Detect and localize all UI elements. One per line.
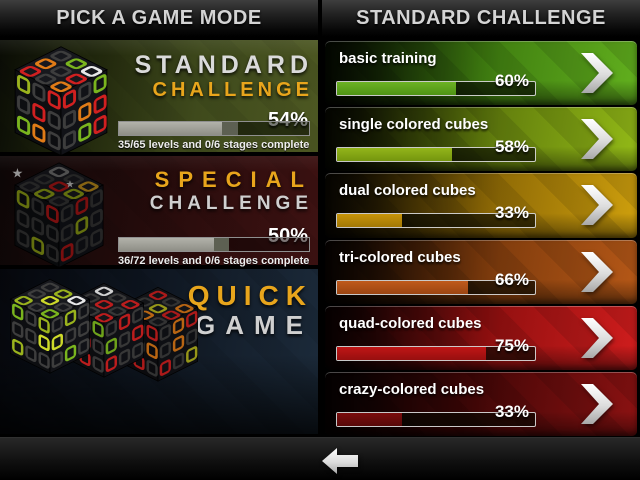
mode-title-line2: GAME bbox=[195, 310, 313, 341]
challenge-label: single colored cubes bbox=[339, 116, 489, 134]
mode-title: STANDARD CHALLENGE bbox=[135, 52, 313, 101]
progress-percent: 33% bbox=[494, 203, 529, 223]
progress-fill bbox=[337, 280, 468, 294]
mode-progress-detail: 36/72 levels and 0/6 stages complete bbox=[118, 255, 310, 267]
progress-bar bbox=[336, 81, 536, 96]
rubik-cube-art bbox=[6, 277, 94, 377]
mode-standard-challenge[interactable]: STANDARD CHALLENGE 54% 35/65 levels and … bbox=[0, 40, 318, 157]
challenge-label: quad-colored cubes bbox=[339, 314, 482, 332]
mode-progress-bar bbox=[118, 237, 310, 252]
mode-title: QUICK GAME bbox=[188, 281, 313, 340]
back-arrow-icon[interactable] bbox=[322, 448, 358, 474]
progress-percent: 75% bbox=[494, 335, 529, 355]
challenge-item-single-colored[interactable]: single colored cubes 58% bbox=[325, 107, 637, 172]
mode-title-line2: CHALLENGE bbox=[152, 79, 313, 102]
svg-text:★: ★ bbox=[12, 166, 24, 181]
svg-text:★: ★ bbox=[66, 179, 75, 190]
progress-fill bbox=[337, 412, 403, 426]
chevron-right-icon[interactable] bbox=[581, 185, 615, 226]
progress-percent: 33% bbox=[494, 401, 529, 421]
chevron-right-icon[interactable] bbox=[581, 251, 615, 292]
challenge-label: basic training bbox=[339, 50, 437, 67]
mode-title-line1: QUICK bbox=[187, 280, 313, 311]
mode-title-line1: SPECIAL bbox=[154, 167, 313, 192]
mode-progress-bar bbox=[118, 121, 310, 136]
chevron-right-icon[interactable] bbox=[581, 317, 615, 358]
progress-bar bbox=[336, 279, 536, 295]
mode-title-line2: CHALLENGE bbox=[149, 193, 313, 215]
mode-progress-fill bbox=[119, 238, 230, 251]
progress-bar bbox=[336, 345, 536, 361]
footer-bar bbox=[0, 437, 640, 480]
mode-title: SPECIAL CHALLENGE bbox=[150, 168, 313, 214]
progress-fill bbox=[337, 82, 456, 95]
chevron-right-icon[interactable] bbox=[581, 383, 615, 424]
progress-percent: 66% bbox=[494, 269, 529, 289]
challenge-label: dual colored cubes bbox=[339, 182, 476, 200]
challenge-item-dual-colored[interactable]: dual colored cubes 33% bbox=[325, 173, 637, 238]
right-panel-header: STANDARD CHALLENGE bbox=[322, 0, 640, 37]
progress-fill bbox=[337, 214, 403, 228]
challenge-list: basic training 60% single colored cubes … bbox=[325, 41, 637, 437]
progress-percent: 58% bbox=[494, 137, 529, 157]
challenge-item-basic-training[interactable]: basic training 60% bbox=[325, 41, 637, 106]
challenge-item-crazy-colored[interactable]: crazy-colored cubes 33% bbox=[325, 371, 637, 437]
rubik-cube-art: ★ ★ bbox=[10, 160, 108, 272]
mode-progress-fill bbox=[119, 122, 238, 135]
challenge-item-quad-colored[interactable]: quad-colored cubes 75% bbox=[325, 305, 637, 370]
rubik-cube-art bbox=[10, 44, 112, 160]
progress-fill bbox=[337, 148, 452, 162]
left-panel-header: PICK A GAME MODE bbox=[0, 0, 318, 37]
progress-bar bbox=[336, 147, 536, 163]
mode-title-line1: STANDARD bbox=[134, 51, 313, 79]
mode-special-challenge[interactable]: ★ ★ SPECIAL CHALLENGE 50% 36/72 levels an… bbox=[0, 156, 318, 269]
progress-bar bbox=[336, 213, 536, 229]
mode-quick-game[interactable]: QUICK GAME bbox=[0, 269, 318, 434]
progress-bar bbox=[336, 411, 536, 427]
challenge-label: tri-colored cubes bbox=[339, 248, 461, 266]
progress-fill bbox=[337, 346, 486, 360]
chevron-right-icon[interactable] bbox=[581, 53, 615, 94]
challenge-item-tri-colored[interactable]: tri-colored cubes 66% bbox=[325, 239, 637, 304]
progress-percent: 60% bbox=[494, 71, 529, 90]
chevron-right-icon[interactable] bbox=[581, 119, 615, 160]
mode-progress-detail: 35/65 levels and 0/6 stages complete bbox=[118, 139, 310, 151]
challenge-label: crazy-colored cubes bbox=[339, 380, 485, 398]
